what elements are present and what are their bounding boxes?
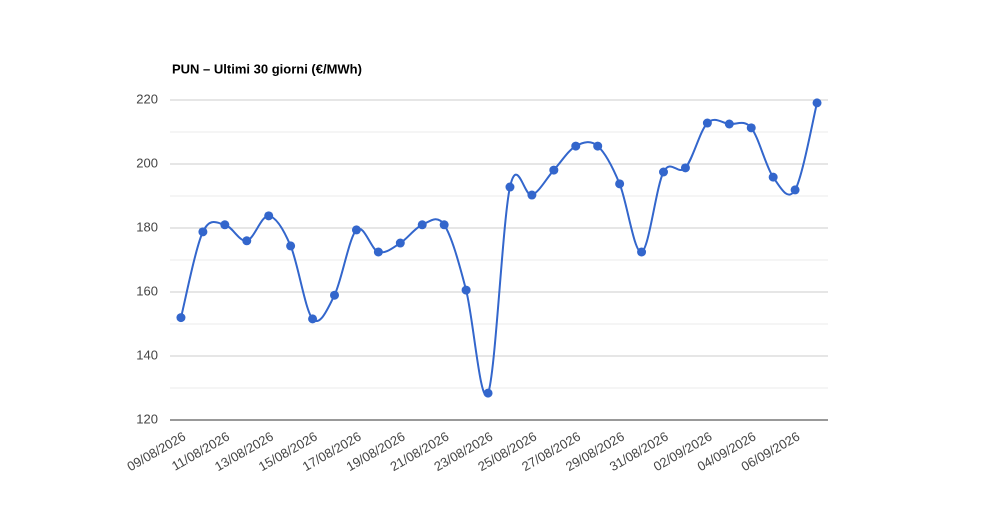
point <box>308 314 318 324</box>
point <box>198 227 208 237</box>
point <box>790 185 800 195</box>
point <box>417 220 427 230</box>
point <box>330 290 339 300</box>
y-tick-label: 140 <box>136 347 158 362</box>
point <box>637 247 647 257</box>
point <box>768 172 778 182</box>
point <box>549 165 559 175</box>
y-tick-label: 160 <box>136 283 158 298</box>
point <box>286 241 296 251</box>
point <box>439 220 449 230</box>
point <box>680 163 690 173</box>
y-tick-label: 120 <box>136 411 158 426</box>
point <box>724 119 734 129</box>
point <box>176 313 186 323</box>
y-tick-label: 220 <box>136 91 158 106</box>
point <box>242 236 252 246</box>
point <box>220 220 230 230</box>
point <box>505 182 515 192</box>
point <box>571 141 581 151</box>
point <box>593 141 603 151</box>
point <box>373 247 383 257</box>
point <box>746 123 756 133</box>
point <box>527 190 537 200</box>
y-tick-label: 200 <box>136 155 158 170</box>
point <box>615 179 625 189</box>
point <box>812 98 822 108</box>
y-tick-label: 180 <box>136 219 158 234</box>
point <box>461 285 471 295</box>
point <box>483 388 493 398</box>
point <box>395 238 405 248</box>
point <box>264 211 274 221</box>
point <box>659 167 668 177</box>
point <box>702 118 712 128</box>
chart-title: PUN – Ultimi 30 giorni (€/MWh) <box>172 61 362 76</box>
point <box>351 225 361 235</box>
